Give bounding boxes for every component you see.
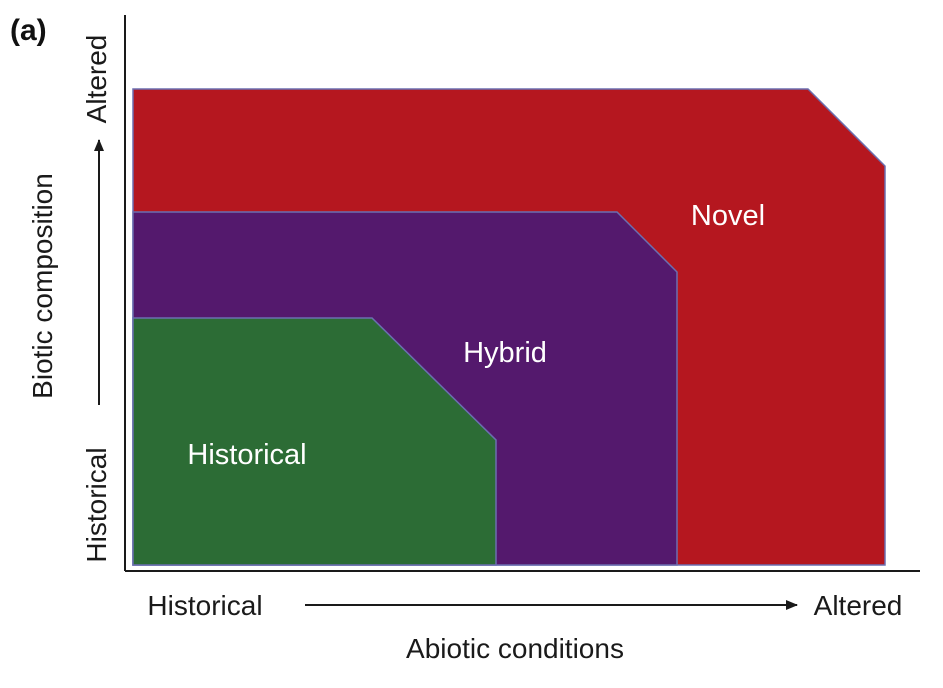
novel-label: Novel [691, 200, 765, 232]
y-axis-low-label: Historical [81, 447, 112, 562]
historical-label: Historical [187, 439, 306, 471]
panel-label: (a) [10, 14, 47, 47]
historical-region [132, 317, 497, 566]
hybrid-label: Hybrid [463, 337, 547, 369]
x-axis-high-label: Altered [814, 590, 903, 621]
y-axis-high-label: Altered [81, 35, 112, 124]
x-axis-title: Abiotic conditions [406, 633, 624, 664]
x-axis-low-label: Historical [147, 590, 262, 621]
y-axis-title: Biotic composition [27, 173, 58, 399]
